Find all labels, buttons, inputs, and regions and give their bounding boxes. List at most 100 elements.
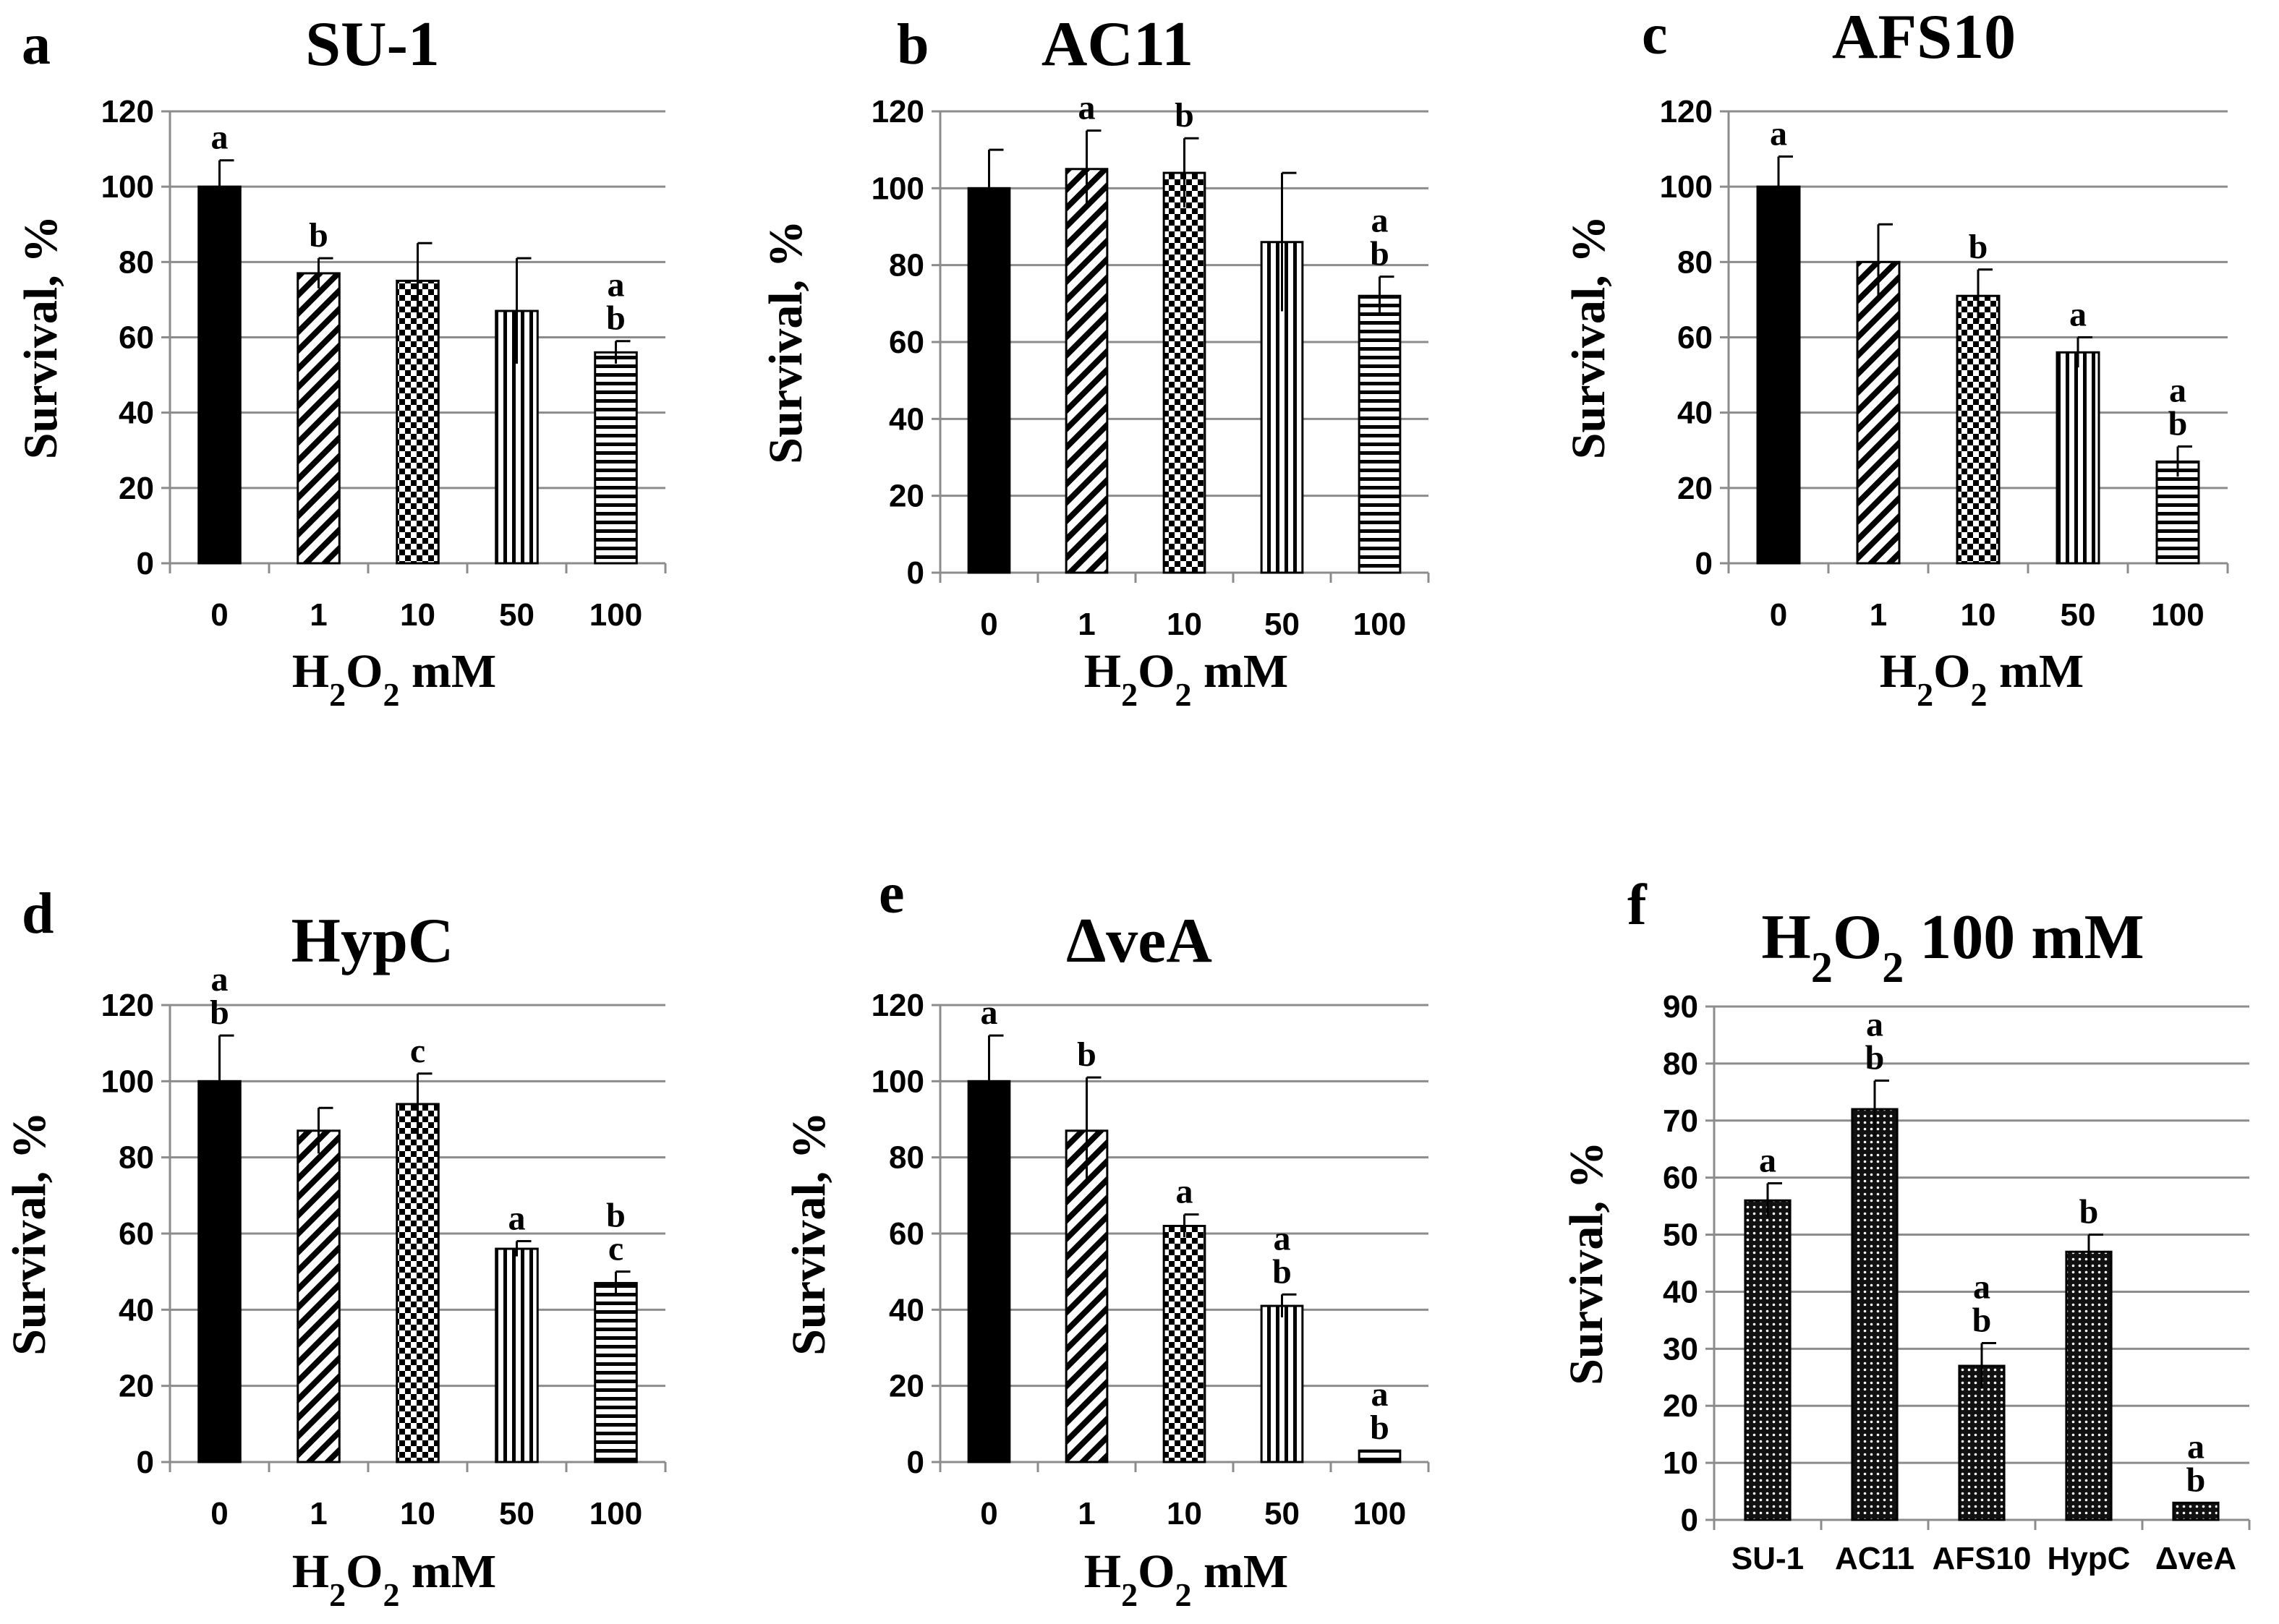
y-axis-label: Survival, % (759, 220, 812, 463)
y-axis-label: Survival, % (783, 1111, 835, 1355)
significance-letter: a (1176, 1173, 1193, 1211)
y-tick-label: 30 (1663, 1331, 1698, 1367)
bar (1744, 1199, 1792, 1521)
y-tick-label: 0 (907, 555, 924, 591)
x-tick-label: 10 (1167, 1496, 1202, 1531)
chart-title: HypC (291, 906, 454, 976)
significance-letter: a (1371, 202, 1389, 240)
y-tick-label: 20 (889, 479, 924, 514)
bar (1958, 1364, 2006, 1521)
x-tick-label: HypC (2048, 1541, 2131, 1576)
bar (2172, 1501, 2220, 1521)
bar (197, 1080, 242, 1463)
y-tick-label: 80 (889, 1140, 924, 1176)
y-tick-label: 20 (1677, 471, 1713, 506)
y-tick-label: 40 (119, 1292, 154, 1328)
bar (1260, 1304, 1304, 1463)
y-tick-label: 40 (1663, 1274, 1698, 1309)
y-tick-label: 80 (119, 1140, 154, 1176)
significance-letter: b (2079, 1193, 2099, 1231)
y-tick-label: 100 (101, 169, 154, 205)
significance-letter: a (1759, 1142, 1776, 1180)
significance-letter: a (211, 119, 229, 157)
x-tick-label: 0 (980, 607, 997, 642)
y-tick-label: 60 (889, 325, 924, 360)
y-tick-label: 100 (101, 1064, 154, 1099)
y-tick-label: 50 (1663, 1218, 1698, 1253)
bar (1851, 1108, 1899, 1521)
bar (396, 1103, 440, 1463)
bar (594, 1281, 638, 1463)
significance-letter: c (410, 1032, 425, 1070)
panel-letter: f (1627, 873, 1648, 937)
x-tick-label: 100 (1353, 607, 1406, 642)
x-tick-label: AC11 (1835, 1541, 1914, 1576)
y-tick-label: 80 (1663, 1046, 1698, 1082)
y-tick-label: 80 (119, 244, 154, 280)
significance-letter: c (608, 1230, 623, 1268)
x-tick-label: 10 (1167, 607, 1202, 642)
x-tick-label: 100 (1353, 1496, 1406, 1531)
x-axis-label: H2O2 mM (1880, 645, 2084, 713)
significance-letter: b (1370, 1409, 1389, 1447)
bar (2056, 351, 2100, 565)
y-tick-label: 0 (907, 1445, 924, 1480)
chart-title: H2O2 100 mM (1761, 902, 2144, 991)
x-tick-label: 10 (400, 597, 435, 633)
y-tick-label: 0 (1681, 1503, 1698, 1538)
significance-letter: a (1371, 1375, 1389, 1414)
x-tick-label: 1 (1078, 607, 1095, 642)
significance-letter: a (508, 1200, 526, 1238)
chart-panel-f: 0102030405060708090aSU-1abAC11abAFS10bHy… (1560, 873, 2251, 1576)
bar (2155, 460, 2200, 565)
significance-letter: b (1077, 1035, 1096, 1074)
significance-letter: b (1272, 1252, 1292, 1291)
x-tick-label: 50 (1264, 1496, 1300, 1531)
bar (967, 187, 1011, 574)
y-tick-label: 60 (119, 320, 154, 356)
chart-title: AC11 (1041, 9, 1193, 80)
y-tick-label: 20 (1663, 1388, 1698, 1424)
significance-letter: a (1866, 1006, 1883, 1044)
y-tick-label: 120 (872, 988, 924, 1023)
y-tick-label: 0 (137, 1445, 154, 1480)
y-tick-label: 60 (1663, 1161, 1698, 1196)
significance-letter: a (1274, 1219, 1291, 1257)
x-tick-label: 0 (210, 597, 228, 633)
x-tick-label: 1 (1870, 597, 1887, 633)
bar (495, 1247, 539, 1463)
significance-letter: a (981, 993, 998, 1032)
y-axis-label: Survival, % (14, 215, 67, 459)
y-tick-label: 20 (119, 1369, 154, 1404)
y-axis-label: Survival, % (1562, 215, 1615, 459)
significance-letter: b (1175, 96, 1194, 134)
panel-letter: d (22, 882, 54, 946)
bar (1956, 294, 2001, 565)
x-tick-label: 1 (310, 597, 327, 633)
bar (1358, 294, 1402, 574)
x-tick-label: 0 (210, 1496, 228, 1531)
x-tick-label: SU-1 (1731, 1541, 1804, 1576)
panel-letter: c (1642, 3, 1668, 67)
x-tick-label: 100 (2151, 597, 2204, 633)
x-axis-label: H2O2 mM (292, 1545, 496, 1613)
significance-letter: b (2186, 1461, 2206, 1499)
x-tick-label: 0 (980, 1496, 997, 1531)
significance-letter: b (1972, 1301, 1992, 1339)
bar (967, 1080, 1011, 1463)
bar (1358, 1449, 1402, 1463)
y-tick-label: 0 (137, 546, 154, 581)
y-tick-label: 20 (889, 1369, 924, 1404)
x-tick-label: 10 (400, 1496, 435, 1531)
x-tick-label: 10 (1961, 597, 1996, 633)
y-axis-label: Survival, % (3, 1111, 56, 1355)
chart-title: ΔveA (1066, 906, 1212, 976)
x-tick-label: 50 (2061, 597, 2096, 633)
y-tick-label: 100 (1660, 169, 1713, 205)
x-tick-label: 0 (1770, 597, 1787, 633)
